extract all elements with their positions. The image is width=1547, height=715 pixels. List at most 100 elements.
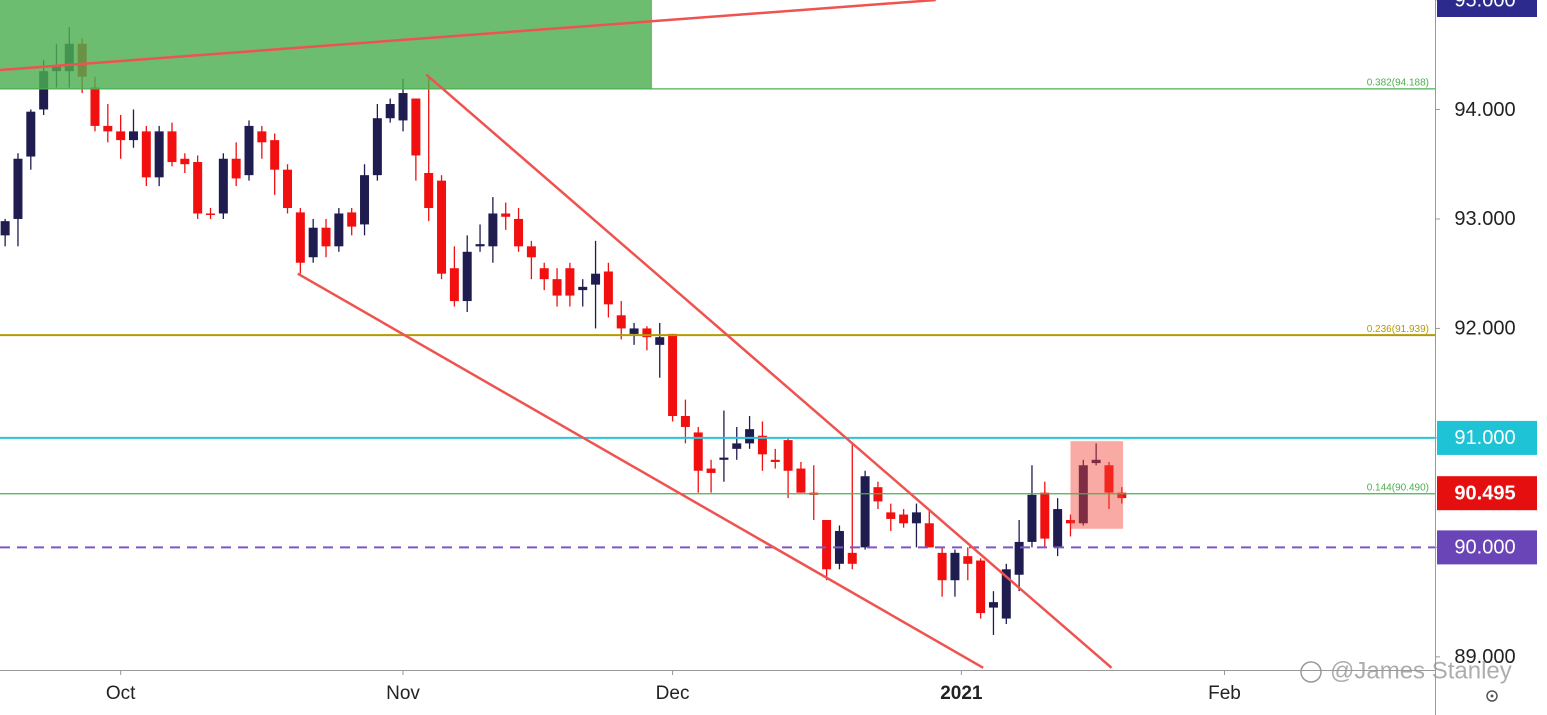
candle-body xyxy=(899,514,909,524)
candle-body xyxy=(757,435,767,455)
candle-body xyxy=(937,552,947,581)
candle-body xyxy=(218,158,228,214)
y-tick-label: 89.000 xyxy=(1454,646,1515,668)
candle-body xyxy=(732,443,742,449)
trend-line xyxy=(425,73,1113,669)
candle-body xyxy=(295,212,305,263)
x-tick-label: Oct xyxy=(106,683,136,704)
y-tick-badge xyxy=(1437,420,1537,455)
candle-body xyxy=(141,131,151,178)
level-label: 0.236(91.939) xyxy=(1367,324,1429,335)
candle-body xyxy=(693,432,703,471)
candle-body xyxy=(475,244,485,247)
candle-body xyxy=(180,158,190,165)
watermark: @James Stanley xyxy=(1330,657,1512,684)
candle-body xyxy=(257,131,267,143)
candle-body xyxy=(39,71,49,110)
trend-line xyxy=(0,0,936,72)
candle-body xyxy=(1104,465,1114,493)
candle-body xyxy=(321,227,331,247)
candle-body xyxy=(283,169,293,209)
candle-body xyxy=(655,337,665,345)
candle-body xyxy=(591,273,601,285)
candle-body xyxy=(90,87,100,126)
level-label: 0.382(94.188) xyxy=(1367,78,1429,89)
candle-body xyxy=(13,158,23,219)
candle-body xyxy=(26,111,36,157)
candle-body xyxy=(116,131,126,141)
candle-body xyxy=(706,468,716,473)
candle-body xyxy=(1001,569,1011,619)
candle-body xyxy=(244,125,254,176)
candle-body xyxy=(206,213,216,215)
candle-body xyxy=(565,268,575,296)
candle-body xyxy=(411,98,421,156)
y-tick-label: 91.000 xyxy=(1454,427,1515,449)
candle-body xyxy=(360,175,370,225)
candle-body xyxy=(231,158,241,179)
x-tick-label: Nov xyxy=(386,683,420,704)
candle-body xyxy=(603,271,613,305)
x-tick-label: Dec xyxy=(656,683,690,704)
watermark-icon xyxy=(1300,661,1322,683)
candle-body xyxy=(1117,492,1127,499)
candle-body xyxy=(347,212,357,227)
candle-body xyxy=(193,162,203,214)
candle-body xyxy=(154,131,164,178)
candle-body xyxy=(822,520,832,570)
y-tick-badge xyxy=(1437,0,1537,17)
candle-body xyxy=(526,246,536,258)
y-tick-badge xyxy=(1437,530,1537,565)
candle-body xyxy=(1091,459,1101,464)
candle-body xyxy=(167,131,177,163)
candle-body xyxy=(988,602,998,608)
candle-body xyxy=(668,333,678,417)
candle-body xyxy=(424,172,434,209)
candle-body xyxy=(398,93,408,121)
candle-body xyxy=(783,440,793,471)
candle-body xyxy=(501,213,511,217)
y-tick-label: 90.000 xyxy=(1454,537,1515,559)
candle-body xyxy=(745,429,755,444)
last-price-badge xyxy=(1437,476,1537,511)
candle-body xyxy=(1027,494,1037,542)
candle-body xyxy=(1065,520,1075,524)
candle-body xyxy=(0,221,10,236)
candle-body xyxy=(488,213,498,247)
candle-body xyxy=(680,416,690,427)
candle-body xyxy=(308,227,318,258)
y-tick-label: 95.000 xyxy=(1454,0,1515,11)
candle-body xyxy=(950,552,960,581)
candle-body xyxy=(578,286,588,291)
candle-body xyxy=(1014,541,1024,575)
candle-body xyxy=(886,512,896,519)
candle-body xyxy=(449,268,459,302)
candle-body xyxy=(963,556,973,564)
candle-body xyxy=(860,476,870,548)
y-tick-label: 94.000 xyxy=(1454,99,1515,121)
candle-body xyxy=(1040,492,1050,539)
candle-body xyxy=(616,315,626,329)
candle-body xyxy=(514,218,524,247)
candle-body xyxy=(334,213,344,247)
last-price-label: 90.495 xyxy=(1454,482,1515,504)
y-tick-label: 92.000 xyxy=(1454,318,1515,340)
candle-body xyxy=(847,552,857,564)
candle-body xyxy=(642,328,652,338)
candle-body xyxy=(629,328,639,334)
candle-body xyxy=(128,131,138,141)
candle-body xyxy=(462,251,472,302)
candle-body xyxy=(552,279,562,296)
candle-body xyxy=(270,140,280,170)
candle-body xyxy=(976,560,986,614)
candle-body xyxy=(372,118,382,176)
candle-body xyxy=(796,468,806,493)
level-label: 0.144(90.490) xyxy=(1367,482,1429,493)
settings-icon[interactable] xyxy=(1486,690,1498,702)
zone xyxy=(1070,441,1124,529)
x-tick-label: Feb xyxy=(1208,683,1241,704)
trend-line xyxy=(297,272,984,669)
